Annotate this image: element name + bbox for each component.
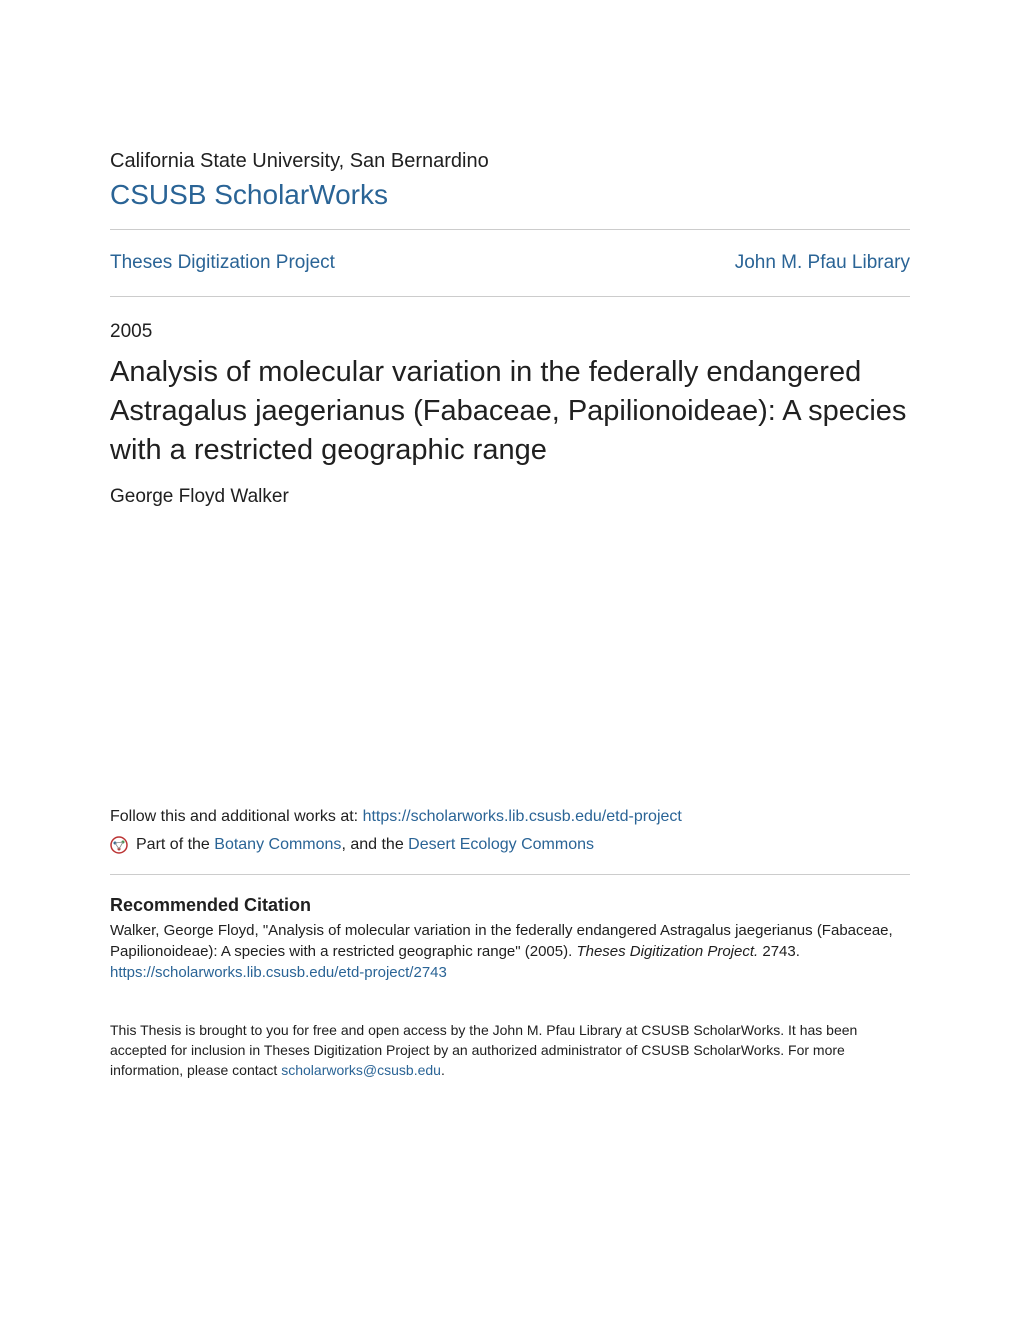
library-link[interactable]: John M. Pfau Library [735, 252, 910, 274]
part-of-line: Part of the Botany Commons, and the Dese… [110, 836, 910, 854]
collection-link[interactable]: Theses Digitization Project [110, 252, 335, 274]
follow-prefix: Follow this and additional works at: [110, 808, 363, 825]
follow-works-line: Follow this and additional works at: htt… [110, 808, 910, 826]
network-icon [110, 836, 128, 854]
divider [110, 874, 910, 875]
citation-heading: Recommended Citation [110, 895, 910, 916]
page-title: Analysis of molecular variation in the f… [110, 353, 910, 470]
commons-link-botany[interactable]: Botany Commons [214, 836, 341, 853]
institution-name: California State University, San Bernard… [110, 150, 910, 173]
footer-text: This Thesis is brought to you for free a… [110, 1022, 857, 1077]
citation-text: Walker, George Floyd, "Analysis of molec… [110, 920, 910, 962]
citation-part-2: 2743. [758, 943, 800, 960]
citation-series: Theses Digitization Project. [576, 943, 758, 960]
breadcrumb: Theses Digitization Project John M. Pfau… [110, 230, 910, 296]
publication-year: 2005 [110, 321, 910, 343]
partof-join: , and the [341, 836, 408, 853]
commons-link-desert-ecology[interactable]: Desert Ecology Commons [408, 836, 594, 853]
author-name: George Floyd Walker [110, 486, 910, 508]
footer-text-end: . [441, 1062, 445, 1078]
repository-name[interactable]: CSUSB ScholarWorks [110, 179, 910, 211]
access-statement: This Thesis is brought to you for free a… [110, 1021, 910, 1080]
divider [110, 296, 910, 297]
contact-email[interactable]: scholarworks@csusb.edu [281, 1062, 441, 1078]
citation-permalink[interactable]: https://scholarworks.lib.csusb.edu/etd-p… [110, 964, 910, 981]
follow-url[interactable]: https://scholarworks.lib.csusb.edu/etd-p… [363, 808, 682, 825]
partof-prefix: Part of the [136, 836, 214, 853]
